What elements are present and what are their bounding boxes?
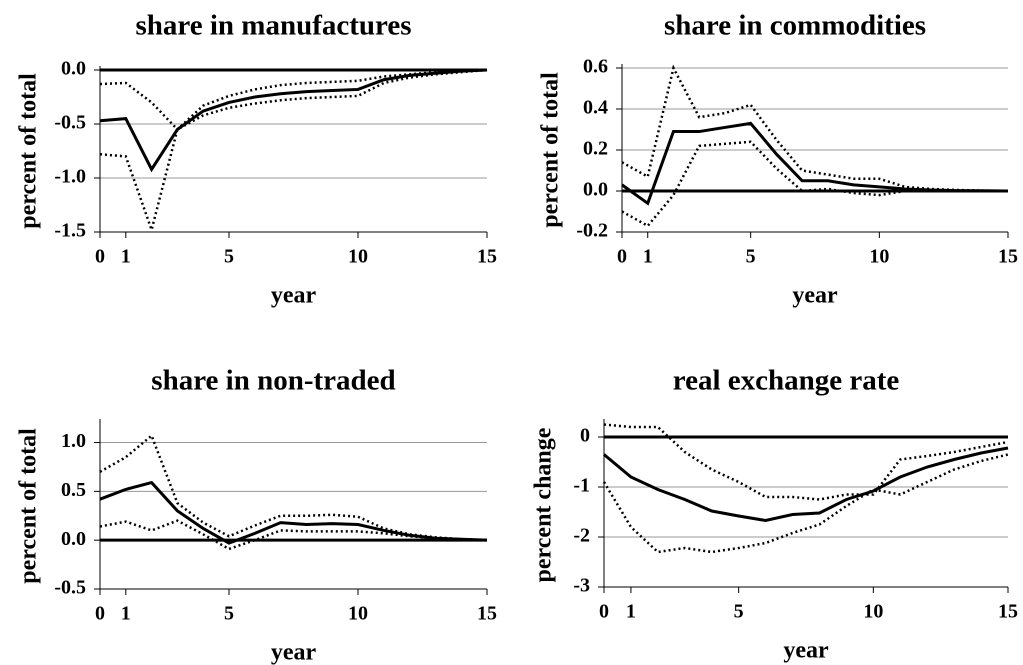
chart-title: share in non-traded: [151, 365, 395, 397]
y-axis-label: percent of total: [16, 428, 42, 584]
y-tick-label: -2: [573, 525, 590, 547]
y-tick-label: 0.0: [61, 58, 86, 80]
y-axis-label: percent of total: [16, 73, 42, 229]
x-tick-label: 5: [746, 246, 756, 268]
x-tick-label: 10: [348, 246, 368, 268]
y-tick-label: -1.0: [54, 166, 86, 188]
x-tick-label: 0: [599, 601, 609, 623]
x-tick-label: 10: [863, 601, 883, 623]
band-line: [99, 433, 488, 542]
x-tick-label: 0: [95, 603, 105, 625]
x-tick-label: 1: [121, 603, 131, 625]
y-tick-label: -0.5: [54, 577, 86, 599]
y-tick-label: -1.5: [54, 220, 86, 242]
x-tick-label: 5: [734, 601, 744, 623]
x-tick-label: 1: [643, 246, 653, 268]
x-tick-label: 10: [869, 246, 889, 268]
y-tick-label: 0.0: [61, 528, 86, 550]
y-axis-label: percent change: [531, 427, 557, 582]
estimate-line: [603, 446, 1009, 523]
y-tick-label: 0.2: [583, 138, 608, 160]
y-tick-label: 0.5: [61, 479, 86, 501]
y-tick-label: -0.5: [54, 112, 86, 134]
y-tick-label: 0: [580, 425, 590, 447]
band-line: [603, 423, 1009, 501]
x-tick-label: 15: [998, 246, 1018, 268]
x-axis-label: year: [271, 640, 317, 665]
x-tick-label: 10: [348, 603, 368, 625]
y-tick-label: -3: [573, 575, 590, 597]
x-tick-label: 1: [121, 246, 131, 268]
x-axis-label: year: [783, 638, 829, 664]
x-tick-label: 5: [224, 246, 234, 268]
y-tick-label: -0.2: [576, 220, 608, 242]
y-axis-label: percent of total: [538, 72, 564, 228]
band-line: [621, 140, 1008, 228]
x-tick-label: 15: [477, 603, 497, 625]
y-tick-label: 0.4: [583, 97, 608, 119]
y-tick-label: -1: [573, 475, 590, 497]
x-axis-label: year: [792, 283, 838, 309]
chart-title: real exchange rate: [673, 365, 900, 397]
y-tick-label: 0.6: [583, 56, 608, 78]
estimate-line: [99, 68, 488, 173]
band-line: [99, 68, 488, 132]
y-tick-label: 0.0: [583, 179, 608, 201]
x-tick-label: 15: [477, 246, 497, 268]
x-axis-label: year: [271, 283, 317, 309]
x-tick-label: 15: [998, 601, 1018, 623]
band-line: [602, 453, 1009, 554]
band-line: [621, 64, 1009, 193]
chart-title: share in manufactures: [135, 10, 411, 42]
y-tick-label: 1.0: [61, 430, 86, 452]
x-tick-label: 0: [617, 246, 627, 268]
chart-title: share in commodities: [664, 10, 926, 42]
x-tick-label: 5: [224, 603, 234, 625]
band-line: [99, 68, 488, 235]
x-tick-label: 0: [95, 246, 105, 268]
x-tick-label: 1: [626, 601, 636, 623]
